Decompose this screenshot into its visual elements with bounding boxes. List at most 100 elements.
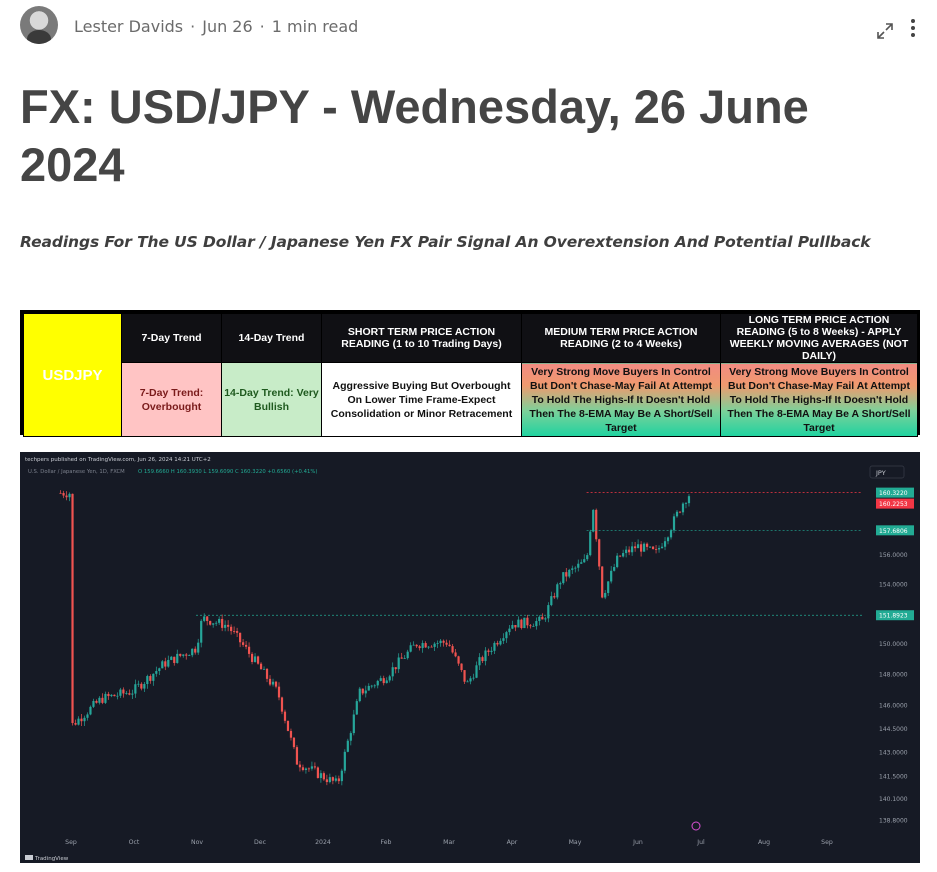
separator-dot: · [259, 17, 265, 36]
candle-body [179, 653, 182, 656]
candle-body [472, 677, 475, 679]
header-7-day-trend: 7-Day Trend [121, 313, 222, 363]
candle-body [233, 631, 236, 632]
candle-body [83, 717, 86, 722]
candle-body [592, 509, 595, 532]
candle-body [415, 644, 418, 647]
author-avatar[interactable] [20, 6, 58, 44]
candle-body [526, 617, 529, 626]
candle-body [421, 643, 424, 649]
candle-body [403, 658, 406, 659]
candle-body [152, 673, 155, 681]
candle-body [352, 714, 355, 734]
candle-body [92, 700, 95, 707]
x-tick-label: Nov [191, 839, 203, 846]
candle-body [370, 685, 373, 687]
candle-body [200, 620, 203, 643]
candle-body [140, 683, 143, 689]
candle-body [445, 642, 448, 645]
header-14-day-trend: 14-Day Trend [221, 313, 322, 363]
header-long-term: LONG TERM PRICE ACTION READING (5 to 8 W… [720, 313, 918, 363]
candle-body [328, 777, 331, 783]
candle-body [478, 657, 481, 666]
value-7-day-trend: 7-Day Trend: Overbought [121, 362, 222, 437]
candle-body [433, 643, 436, 647]
value-short-term: Aggressive Buying But Overbought On Lowe… [321, 362, 522, 437]
candle-body [391, 667, 394, 677]
candle-body [684, 503, 688, 504]
candle-body [622, 553, 625, 557]
candle-body [295, 747, 299, 765]
candle-body [364, 690, 367, 694]
candle-body [547, 605, 550, 619]
candle-body [642, 543, 646, 552]
price-label-text: 151.8923 [879, 613, 908, 620]
article-subtitle: Readings For The US Dollar / Japanese Ye… [20, 233, 871, 251]
author-name[interactable]: Lester Davids [74, 17, 184, 36]
candle-body [556, 584, 559, 598]
candle-body [601, 566, 604, 598]
candle-body [475, 665, 478, 678]
article-title: FX: USD/JPY - Wednesday, 26 June 2024 [20, 80, 809, 191]
candle-body [639, 544, 643, 552]
x-tick-label: Jun [632, 839, 643, 846]
expand-icon[interactable] [876, 22, 894, 40]
candle-body [541, 616, 544, 620]
candle-body [155, 671, 158, 674]
candle-body [247, 646, 251, 654]
candle-body [134, 684, 137, 694]
candle-body [511, 625, 514, 629]
candle-body [379, 678, 382, 681]
header-short-term: SHORT TERM PRICE ACTION READING (1 to 10… [321, 313, 522, 363]
candle-body [209, 620, 212, 625]
ohlc-line: O 159.6660 H 160.3930 L 159.6090 C 160.3… [138, 469, 317, 475]
candle-body [110, 694, 113, 697]
candle-body [218, 618, 221, 623]
publisher-line: techpers published on TradingView.com, J… [25, 457, 211, 463]
read-time: 1 min read [271, 17, 359, 36]
candle-body [589, 531, 592, 556]
candle-body [146, 676, 149, 684]
candle-body [227, 624, 230, 627]
candle-body [583, 559, 586, 563]
currency-box [869, 465, 905, 479]
candle-body [349, 733, 352, 741]
candle-body [131, 693, 134, 695]
price-label-text: 160.2253 [879, 501, 908, 508]
candle-body [262, 668, 266, 670]
candle-body [487, 650, 490, 652]
price-chart[interactable]: techpers published on TradingView.com, J… [20, 452, 920, 863]
x-tick-label: May [569, 839, 582, 846]
candle-body [660, 546, 664, 549]
candle-body [565, 572, 568, 577]
y-tick-label: 148.0000 [879, 672, 908, 679]
candle-body [550, 596, 553, 606]
y-tick-label: 156.0000 [879, 552, 908, 559]
y-tick-label: 150.0000 [879, 641, 908, 648]
candle-body [469, 678, 472, 682]
price-label-box [876, 498, 914, 509]
candle-body [574, 567, 577, 569]
price-label-box [876, 610, 914, 621]
candle-body [394, 667, 397, 670]
candles-group [59, 490, 691, 786]
candle-body [316, 767, 320, 778]
y-tick-label: 138.8000 [879, 817, 908, 824]
pair-cell: USDJPY [23, 313, 122, 437]
candle-body [239, 632, 242, 643]
candle-body [678, 511, 682, 513]
candle-body [481, 657, 484, 662]
candle-body [505, 632, 508, 639]
more-vertical-icon[interactable] [910, 18, 916, 38]
separator-dot: · [190, 17, 196, 36]
candle-body [125, 693, 128, 694]
candle-body [203, 616, 206, 621]
post-meta-bar: Lester Davids · Jun 26 · 1 min read [20, 6, 920, 48]
candle-body [631, 546, 634, 553]
candle-body [484, 650, 487, 662]
candle-body [137, 683, 140, 685]
candle-body [143, 683, 146, 689]
x-tick-label: Apr [507, 839, 518, 846]
candle-body [460, 663, 463, 671]
candle-body [436, 643, 439, 644]
